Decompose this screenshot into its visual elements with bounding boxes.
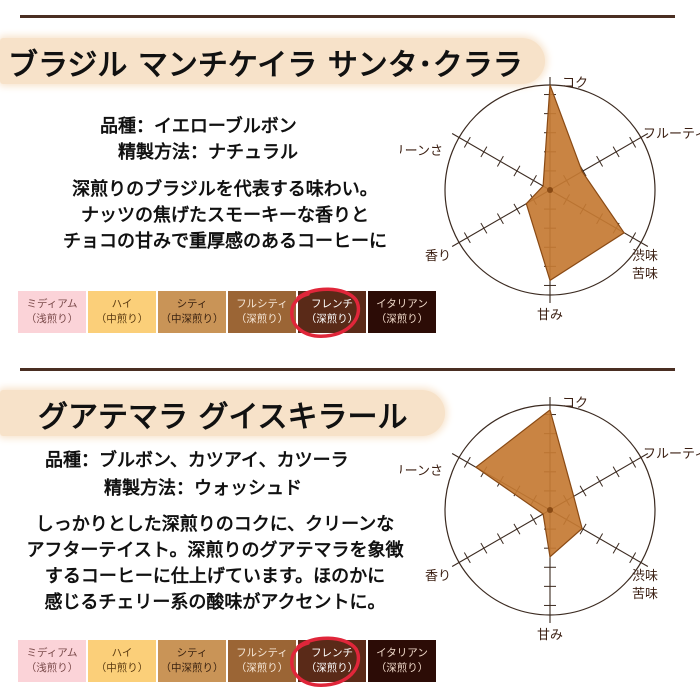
radar-axis-label: 甘み xyxy=(537,628,563,643)
description: しっかりとした深煎りのコクに、クリーンな アフターテイスト。深煎りのグアテマラを… xyxy=(0,512,430,616)
roast-sub: （中深煎り） xyxy=(160,313,224,325)
roast-chip-selected: フレンチ （深煎り） xyxy=(298,291,366,333)
title-highlight xyxy=(0,38,545,84)
roast-name: フレンチ xyxy=(311,647,353,659)
radar-axis-label: クリーンさ xyxy=(400,464,443,479)
radar-area xyxy=(525,84,625,282)
variety-text: 品種：イエローブルボン xyxy=(100,116,297,137)
coffee-card-guatemala: グアテマラ グイスキラール 品種：ブルボン、カツアイ、カツーラ 精製方法：ウォッ… xyxy=(0,360,700,700)
roast-sub: （深煎り） xyxy=(305,313,359,325)
process-text: 精製方法：ナチュラル xyxy=(118,142,298,163)
radar-axis-label: 渋味 xyxy=(632,249,658,264)
radar-axis-label: 香り xyxy=(425,249,451,264)
roast-name: ハイ xyxy=(111,298,133,310)
roast-sub: （中深煎り） xyxy=(160,662,224,674)
roast-chip: フルシティ （深煎り） xyxy=(228,291,296,333)
radar-axis-label: 香り xyxy=(425,569,451,584)
roast-chip: ミディアム （浅煎り） xyxy=(18,640,86,682)
radar-axis-label: フルーティ xyxy=(643,447,700,462)
roast-chip: ハイ （中煎り） xyxy=(88,640,156,682)
roast-chip: シティ （中深煎り） xyxy=(158,291,226,333)
roast-sub: （中煎り） xyxy=(95,662,149,674)
flavor-radar-chart: コクフルーティ渋味苦味甘み 香り クリーンさ xyxy=(400,396,700,643)
radar-axis-label: 苦味 xyxy=(632,266,658,282)
description-line: アフターテイスト。深煎りのグアテマラを象徴 xyxy=(26,540,404,561)
description-line: チョコの甘みで重厚感のあるコーヒーに xyxy=(63,231,387,252)
roast-name: フレンチ xyxy=(311,298,353,310)
roast-scale: ミディアム （浅煎り） ハイ （中煎り） シティ （中深煎り） フルシティ （深煎り） … xyxy=(18,640,436,682)
coffee-title: ブラジル マンチケイラ サンタ･クララ xyxy=(8,48,523,83)
selected-roast-circle xyxy=(290,636,361,687)
roast-name: イタリアン xyxy=(376,647,428,659)
description-line: しっかりとした深煎りのコクに、クリーンな xyxy=(35,514,395,535)
radar-axis-label: クリーンさ xyxy=(400,144,443,159)
description: 深煎りのブラジルを代表する味わい。 ナッツの焦げたスモーキーな香りと チョコの甘… xyxy=(20,177,430,255)
roast-sub: （浅煎り） xyxy=(25,313,79,325)
roast-chip: ハイ （中煎り） xyxy=(88,291,156,333)
radar-axis-label: コク xyxy=(562,76,588,91)
variety-text: 品種：ブルボン、カツアイ、カツーラ xyxy=(45,450,349,471)
flavor-radar-chart: コクフルーティ渋味苦味甘み 香り クリーンさ xyxy=(400,76,700,323)
roast-name: ハイ xyxy=(111,647,133,659)
roast-name: シティ xyxy=(176,298,208,310)
middle-divider xyxy=(20,368,675,371)
description-line: 深煎りのブラジルを代表する味わい。 xyxy=(72,179,378,200)
roast-name: イタリアン xyxy=(376,298,428,310)
description-line: ナッツの焦げたスモーキーな香りと xyxy=(81,205,369,226)
top-divider xyxy=(20,15,675,18)
roast-scale: ミディアム （浅煎り） ハイ （中煎り） シティ （中深煎り） フルシティ （深煎り） … xyxy=(18,291,436,333)
description-line: するコーヒーに仕上げています。ほのかに xyxy=(44,566,386,587)
radar-axis-label: 苦味 xyxy=(632,586,658,602)
radar-axis-label: フルーティ xyxy=(643,127,700,142)
roast-sub: （中煎り） xyxy=(95,313,149,325)
roast-name: フルシティ xyxy=(236,298,288,310)
title-highlight xyxy=(0,390,445,436)
roast-name: ミディアム xyxy=(26,647,78,659)
roast-name: フルシティ xyxy=(236,647,288,659)
roast-sub: （深煎り） xyxy=(375,662,429,674)
roast-sub: （深煎り） xyxy=(235,313,289,325)
coffee-card-brazil: ブラジル マンチケイラ サンタ･クララ 品種：イエローブルボン 精製方法：ナチュ… xyxy=(0,0,700,340)
radar-axis-label: コク xyxy=(562,396,588,411)
radar-axis-label: 甘み xyxy=(537,308,563,323)
process-text: 精製方法：ウォッシュド xyxy=(104,478,302,499)
roast-chip: イタリアン （深煎り） xyxy=(368,640,436,682)
roast-sub: （浅煎り） xyxy=(25,662,79,674)
roast-name: ミディアム xyxy=(26,298,78,310)
roast-chip: シティ （中深煎り） xyxy=(158,640,226,682)
roast-chip: フルシティ （深煎り） xyxy=(228,640,296,682)
radar-axis-label: 渋味 xyxy=(632,569,658,584)
roast-chip: ミディアム （浅煎り） xyxy=(18,291,86,333)
roast-sub: （深煎り） xyxy=(375,313,429,325)
coffee-title: グアテマラ グイスキラール xyxy=(38,400,408,435)
radar-area xyxy=(474,408,583,558)
description-line: 感じるチェリー系の酸味がアクセントに。 xyxy=(44,592,386,613)
selected-roast-circle xyxy=(290,287,361,338)
roast-sub: （深煎り） xyxy=(305,662,359,674)
roast-sub: （深煎り） xyxy=(235,662,289,674)
roast-name: シティ xyxy=(176,647,208,659)
roast-chip: イタリアン （深煎り） xyxy=(368,291,436,333)
